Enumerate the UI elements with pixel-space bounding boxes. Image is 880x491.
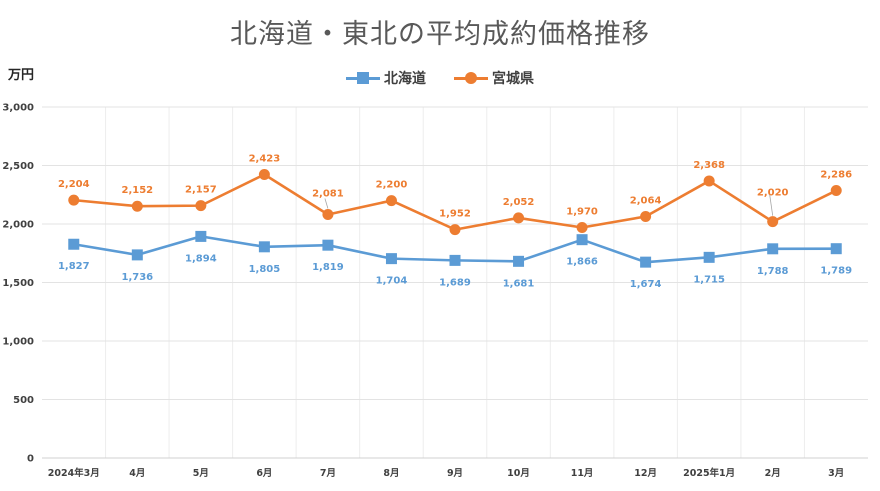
data-point-hokkaido	[131, 249, 143, 261]
data-point-miyagi	[131, 200, 143, 212]
data-label-hokkaido: 1,789	[820, 266, 852, 277]
data-label-miyagi: 2,064	[630, 196, 662, 207]
data-label-miyagi: 2,368	[693, 160, 725, 171]
data-label-hokkaido: 1,805	[249, 264, 281, 275]
data-label-miyagi: 2,286	[820, 170, 852, 181]
legend-label-miyagi: 宮城県	[492, 71, 534, 87]
data-label-hokkaido: 1,788	[757, 266, 789, 277]
data-point-hokkaido	[767, 243, 779, 255]
legend-item-miyagi: 宮城県	[454, 68, 534, 88]
data-label-leader-line	[324, 198, 329, 209]
legend-swatch-hokkaido	[346, 72, 380, 84]
data-label-hokkaido: 1,704	[376, 276, 408, 287]
x-tick-label: 11月	[571, 468, 594, 479]
data-point-hokkaido	[513, 255, 525, 267]
x-tick-label: 12月	[634, 468, 657, 479]
y-axis-unit-label: 万円	[8, 68, 35, 83]
y-tick-label: 2,000	[2, 220, 34, 231]
y-tick-label: 3,000	[2, 103, 34, 114]
y-tick-label: 1,000	[2, 337, 34, 348]
data-point-hokkaido	[640, 256, 652, 268]
legend-swatch-miyagi	[454, 72, 488, 84]
x-tick-label: 10月	[507, 468, 530, 479]
data-label-hokkaido: 1,894	[185, 253, 217, 264]
data-label-miyagi: 2,052	[503, 197, 535, 208]
data-label-miyagi: 2,081	[312, 189, 344, 200]
data-point-miyagi	[767, 216, 779, 228]
x-tick-label: 7月	[320, 468, 336, 479]
data-point-miyagi	[703, 175, 715, 187]
data-label-hokkaido: 1,715	[693, 274, 725, 285]
data-label-hokkaido: 1,681	[503, 278, 535, 289]
data-point-miyagi	[449, 224, 461, 236]
legend: 北海道 宮城県	[0, 68, 880, 88]
data-point-miyagi	[322, 209, 334, 221]
data-point-hokkaido	[703, 251, 715, 263]
data-label-hokkaido: 1,819	[312, 262, 344, 273]
data-label-hokkaido: 1,674	[630, 279, 662, 290]
data-label-hokkaido: 1,866	[566, 257, 598, 268]
series-miyagi: 2,204 2,152 2,157 2,423 2,081 2,200 1,952 2,052…	[58, 154, 852, 236]
x-tick-label: 4月	[129, 468, 145, 479]
x-tick-label: 5月	[193, 468, 209, 479]
data-label-miyagi: 2,152	[121, 185, 153, 196]
data-point-miyagi	[640, 211, 652, 223]
data-point-miyagi	[513, 212, 525, 224]
chart-title: 北海道・東北の平均成約価格推移	[230, 19, 650, 50]
data-label-miyagi: 2,204	[58, 179, 90, 190]
data-point-hokkaido	[385, 253, 397, 265]
y-tick-label: 2,500	[2, 161, 34, 172]
data-point-hokkaido	[830, 243, 842, 255]
data-point-hokkaido	[195, 230, 207, 242]
legend-item-hokkaido: 北海道	[346, 68, 426, 88]
data-label-leader-line	[769, 194, 774, 216]
y-tick-label: 0	[27, 454, 34, 465]
data-point-miyagi	[576, 222, 588, 234]
data-point-hokkaido	[322, 239, 334, 251]
data-label-hokkaido: 1,689	[439, 277, 471, 288]
data-point-miyagi	[258, 169, 270, 181]
data-point-miyagi	[68, 194, 80, 206]
x-tick-label: 2025年1月	[683, 467, 735, 479]
data-label-miyagi: 2,423	[249, 154, 281, 165]
legend-label-hokkaido: 北海道	[384, 71, 426, 87]
y-tick-label: 1,500	[2, 278, 34, 289]
series-hokkaido: 1,827 1,736 1,894 1,805 1,819 1,704 1,689 1,681…	[58, 230, 852, 290]
data-label-miyagi: 2,020	[757, 188, 789, 199]
x-tick-label: 8月	[383, 468, 399, 479]
data-point-hokkaido	[576, 234, 588, 246]
data-label-miyagi: 1,970	[566, 207, 598, 218]
data-label-miyagi: 1,952	[439, 209, 471, 220]
x-tick-label: 2024年3月	[48, 467, 100, 479]
data-point-miyagi	[830, 185, 842, 197]
x-tick-label: 6月	[256, 468, 272, 479]
data-point-hokkaido	[68, 238, 80, 250]
data-label-miyagi: 2,157	[185, 185, 217, 196]
data-point-hokkaido	[258, 241, 270, 253]
data-point-miyagi	[385, 195, 397, 207]
x-tick-label: 9月	[447, 468, 463, 479]
series-line-miyagi	[73, 173, 837, 231]
data-point-hokkaido	[449, 254, 461, 266]
x-tick-label: 2月	[765, 468, 781, 479]
y-tick-label: 500	[13, 395, 34, 406]
data-point-miyagi	[195, 200, 207, 212]
x-tick-label: 3月	[828, 468, 844, 479]
data-label-miyagi: 2,200	[376, 180, 408, 191]
data-label-hokkaido: 1,827	[58, 261, 90, 272]
data-label-hokkaido: 1,736	[121, 272, 153, 283]
